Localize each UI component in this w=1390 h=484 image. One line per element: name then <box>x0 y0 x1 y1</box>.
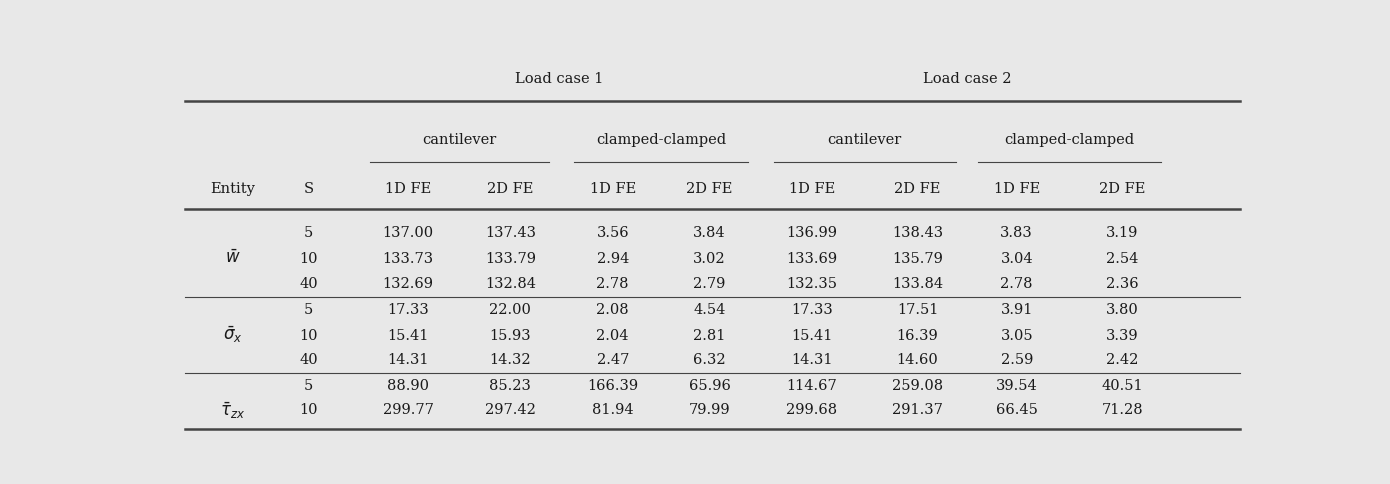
Text: 291.37: 291.37 <box>892 403 942 417</box>
Text: 88.90: 88.90 <box>386 379 430 393</box>
Text: 66.45: 66.45 <box>995 403 1038 417</box>
Text: 297.42: 297.42 <box>485 403 535 417</box>
Text: 10: 10 <box>299 403 318 417</box>
Text: 3.04: 3.04 <box>1001 252 1033 266</box>
Text: 2.81: 2.81 <box>694 329 726 343</box>
Text: 6.32: 6.32 <box>694 353 726 367</box>
Text: 2.42: 2.42 <box>1106 353 1138 367</box>
Text: 137.00: 137.00 <box>382 226 434 240</box>
Text: 132.84: 132.84 <box>485 276 537 290</box>
Text: Entity: Entity <box>210 182 256 196</box>
Text: 5: 5 <box>304 379 313 393</box>
Text: 137.43: 137.43 <box>485 226 537 240</box>
Text: 79.99: 79.99 <box>689 403 731 417</box>
Text: 2.78: 2.78 <box>596 276 630 290</box>
Text: 133.73: 133.73 <box>382 252 434 266</box>
Text: 39.54: 39.54 <box>995 379 1037 393</box>
Text: 3.19: 3.19 <box>1106 226 1138 240</box>
Text: 17.33: 17.33 <box>388 302 430 317</box>
Text: 132.35: 132.35 <box>787 276 838 290</box>
Text: 15.93: 15.93 <box>489 329 531 343</box>
Text: 2D FE: 2D FE <box>488 182 534 196</box>
Text: 114.67: 114.67 <box>787 379 837 393</box>
Text: 3.84: 3.84 <box>694 226 726 240</box>
Text: 17.51: 17.51 <box>897 302 938 317</box>
Text: 3.83: 3.83 <box>1001 226 1033 240</box>
Text: 71.28: 71.28 <box>1101 403 1143 417</box>
Text: 136.99: 136.99 <box>787 226 838 240</box>
Text: 10: 10 <box>299 252 318 266</box>
Text: 1D FE: 1D FE <box>790 182 835 196</box>
Text: S: S <box>303 182 314 196</box>
Text: 14.31: 14.31 <box>388 353 428 367</box>
Text: $\bar{w}$: $\bar{w}$ <box>225 249 240 267</box>
Text: 299.77: 299.77 <box>382 403 434 417</box>
Text: 133.79: 133.79 <box>485 252 537 266</box>
Text: 14.60: 14.60 <box>897 353 938 367</box>
Text: 2.78: 2.78 <box>1001 276 1033 290</box>
Text: 10: 10 <box>299 329 318 343</box>
Text: 3.05: 3.05 <box>1001 329 1033 343</box>
Text: 4.54: 4.54 <box>694 302 726 317</box>
Text: 3.39: 3.39 <box>1106 329 1138 343</box>
Text: 2.94: 2.94 <box>596 252 628 266</box>
Text: 85.23: 85.23 <box>489 379 531 393</box>
Text: 2D FE: 2D FE <box>894 182 941 196</box>
Text: Load case 2: Load case 2 <box>923 72 1012 86</box>
Text: 15.41: 15.41 <box>791 329 833 343</box>
Text: $\bar{\sigma}_x$: $\bar{\sigma}_x$ <box>224 325 243 345</box>
Text: 16.39: 16.39 <box>897 329 938 343</box>
Text: 299.68: 299.68 <box>787 403 838 417</box>
Text: 22.00: 22.00 <box>489 302 531 317</box>
Text: 5: 5 <box>304 302 313 317</box>
Text: 1D FE: 1D FE <box>994 182 1040 196</box>
Text: clamped-clamped: clamped-clamped <box>596 133 726 147</box>
Text: 2.36: 2.36 <box>1106 276 1138 290</box>
Text: 40.51: 40.51 <box>1101 379 1143 393</box>
Text: 81.94: 81.94 <box>592 403 634 417</box>
Text: 40: 40 <box>299 276 318 290</box>
Text: 2.47: 2.47 <box>596 353 628 367</box>
Text: clamped-clamped: clamped-clamped <box>1005 133 1134 147</box>
Text: 40: 40 <box>299 353 318 367</box>
Text: 259.08: 259.08 <box>892 379 944 393</box>
Text: 138.43: 138.43 <box>892 226 944 240</box>
Text: 133.84: 133.84 <box>892 276 944 290</box>
Text: 132.69: 132.69 <box>382 276 434 290</box>
Text: 5: 5 <box>304 226 313 240</box>
Text: Load case 1: Load case 1 <box>514 72 603 86</box>
Text: 15.41: 15.41 <box>388 329 428 343</box>
Text: 135.79: 135.79 <box>892 252 942 266</box>
Text: cantilever: cantilever <box>827 133 902 147</box>
Text: 17.33: 17.33 <box>791 302 833 317</box>
Text: 65.96: 65.96 <box>688 379 731 393</box>
Text: 2.79: 2.79 <box>694 276 726 290</box>
Text: $\bar{\tau}_{zx}$: $\bar{\tau}_{zx}$ <box>221 401 246 422</box>
Text: 2.59: 2.59 <box>1001 353 1033 367</box>
Text: 3.56: 3.56 <box>596 226 630 240</box>
Text: 2D FE: 2D FE <box>1099 182 1145 196</box>
Text: 2.04: 2.04 <box>596 329 630 343</box>
Text: 2.08: 2.08 <box>596 302 630 317</box>
Text: 3.80: 3.80 <box>1106 302 1138 317</box>
Text: 133.69: 133.69 <box>787 252 838 266</box>
Text: 166.39: 166.39 <box>587 379 638 393</box>
Text: 1D FE: 1D FE <box>385 182 431 196</box>
Text: 14.31: 14.31 <box>791 353 833 367</box>
Text: cantilever: cantilever <box>423 133 496 147</box>
Text: 1D FE: 1D FE <box>589 182 635 196</box>
Text: 14.32: 14.32 <box>489 353 531 367</box>
Text: 2D FE: 2D FE <box>687 182 733 196</box>
Text: 3.02: 3.02 <box>694 252 726 266</box>
Text: 2.54: 2.54 <box>1106 252 1138 266</box>
Text: 3.91: 3.91 <box>1001 302 1033 317</box>
